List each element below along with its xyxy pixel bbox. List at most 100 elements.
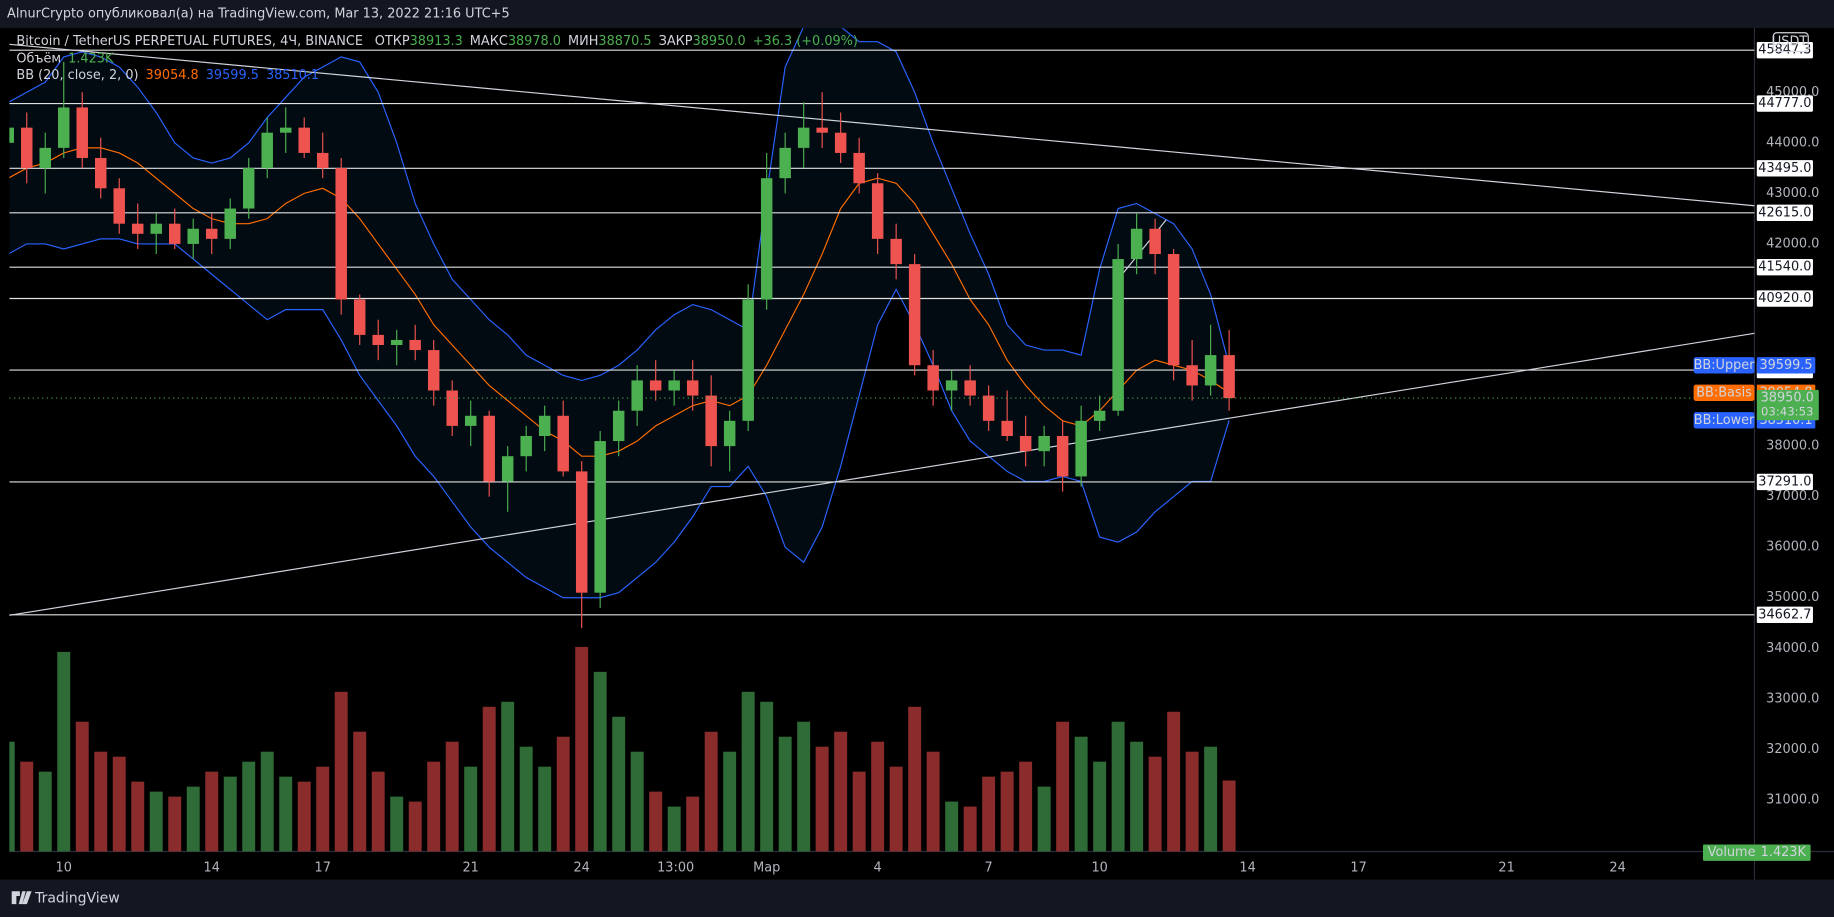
x-tick-label: 24 <box>573 860 589 875</box>
bb-name-badge <box>1693 357 1755 374</box>
candle-body <box>316 152 329 169</box>
volume-bar <box>723 751 737 852</box>
candle-body <box>945 380 958 391</box>
volume-bar <box>1019 761 1033 852</box>
volume-bar <box>353 731 367 852</box>
volume-bar <box>1111 721 1125 852</box>
volume-bar <box>908 706 922 852</box>
candle-body <box>21 127 33 169</box>
volume-bar <box>963 806 977 852</box>
countdown: 03:43:53 <box>1761 405 1814 419</box>
level-label: 45847.3 <box>1758 43 1811 58</box>
candle-body <box>261 132 273 169</box>
level-label: 37291.0 <box>1758 474 1811 489</box>
candle-body <box>279 127 292 133</box>
footer-brand: TradingView <box>34 890 120 906</box>
y-tick-label: 38000.0 <box>1766 439 1819 454</box>
ohlc-label: ОТКР <box>375 33 410 48</box>
symbol: Bitcoin / TetherUS PERPETUAL FUTURES, 4Ч… <box>16 33 363 48</box>
volume-bar <box>667 806 681 852</box>
volume-title: Объём <box>16 51 61 66</box>
volume-bar <box>686 796 700 852</box>
candle-body <box>1019 435 1032 452</box>
x-tick-label: 4 <box>874 860 882 875</box>
candle-body <box>224 208 236 239</box>
level-badge <box>1756 290 1813 307</box>
bb-name: BB:Basis <box>1696 385 1752 400</box>
bb-name-badge <box>1693 384 1755 401</box>
x-tick-label: Мар <box>753 860 780 875</box>
candle-body <box>723 420 736 447</box>
trend-line <box>9 43 1755 207</box>
level-label: 40920.0 <box>1758 291 1811 306</box>
candle-body <box>446 390 458 426</box>
candle-body <box>871 183 884 239</box>
candle-body <box>964 380 976 396</box>
y-tick-label: 44000.0 <box>1766 135 1819 150</box>
candle-body <box>853 152 865 184</box>
candle-body <box>464 415 477 426</box>
volume-bar <box>649 791 663 852</box>
x-tick-label: 14 <box>204 860 220 875</box>
y-tick-label: 33000.0 <box>1766 691 1819 706</box>
volume-bar <box>501 701 515 852</box>
candle-body <box>150 223 162 234</box>
volume-bar <box>149 791 163 852</box>
currency-box <box>1772 32 1809 53</box>
plot-pane <box>9 28 1755 852</box>
volume-bar <box>38 771 52 852</box>
bb-name: BB:Upper <box>1694 358 1756 373</box>
y-tick-label: 43000.0 <box>1766 186 1819 201</box>
volume-bar <box>741 691 755 852</box>
candle-body <box>594 441 606 593</box>
volume-bar <box>57 651 71 852</box>
level-label: 44777.0 <box>1758 96 1811 111</box>
ohlc-label: ЗАКР <box>659 33 693 48</box>
currency: USDT <box>1772 35 1807 50</box>
candle-body <box>816 127 828 133</box>
candle-body <box>113 188 125 224</box>
volume-bar <box>168 796 182 852</box>
candle-body <box>668 380 680 391</box>
candle-body <box>557 415 569 472</box>
top-bar <box>0 0 1834 29</box>
candle-body <box>1204 355 1217 386</box>
bb-legend: BB (20, close, 2, 0) 39054.8 39599.5 38510.… <box>16 67 319 82</box>
volume-bar <box>1000 771 1014 852</box>
candle-body <box>908 264 921 366</box>
level-badge <box>1756 473 1813 491</box>
candle-body <box>742 299 754 421</box>
volume-bar <box>205 771 219 852</box>
bb-value-badge <box>1756 357 1816 374</box>
candle-body <box>1186 365 1198 386</box>
volume-badge <box>1703 844 1811 861</box>
candle-body <box>982 395 995 421</box>
volume-bar <box>593 671 607 852</box>
candle-body <box>298 127 310 153</box>
candle-body <box>631 380 643 411</box>
bb-title: BB (20, close, 2, 0) <box>16 67 138 82</box>
volume-bar <box>1130 741 1144 852</box>
volume-bar <box>519 746 533 852</box>
candle-body <box>1112 259 1124 411</box>
candle-body <box>1038 435 1050 452</box>
candle-body <box>390 339 403 346</box>
x-tick-label: 14 <box>1239 860 1255 875</box>
candle-body <box>834 132 847 153</box>
volume-bar <box>760 701 774 852</box>
volume-bar <box>316 766 330 852</box>
candle-body <box>1223 355 1235 399</box>
volume-bar <box>612 716 626 852</box>
volume-bar <box>1037 786 1051 852</box>
volume-bar <box>279 776 293 852</box>
volume-bar <box>1074 736 1088 852</box>
volume-bar <box>112 756 126 852</box>
volume-bar <box>334 691 348 852</box>
volume-bar <box>945 801 959 852</box>
x-tick-label: 10 <box>56 860 72 875</box>
volume-badge-name: Volume <box>1708 845 1756 860</box>
logo <box>11 891 32 905</box>
volume-bar <box>482 706 496 852</box>
volume-bar <box>9 741 15 852</box>
